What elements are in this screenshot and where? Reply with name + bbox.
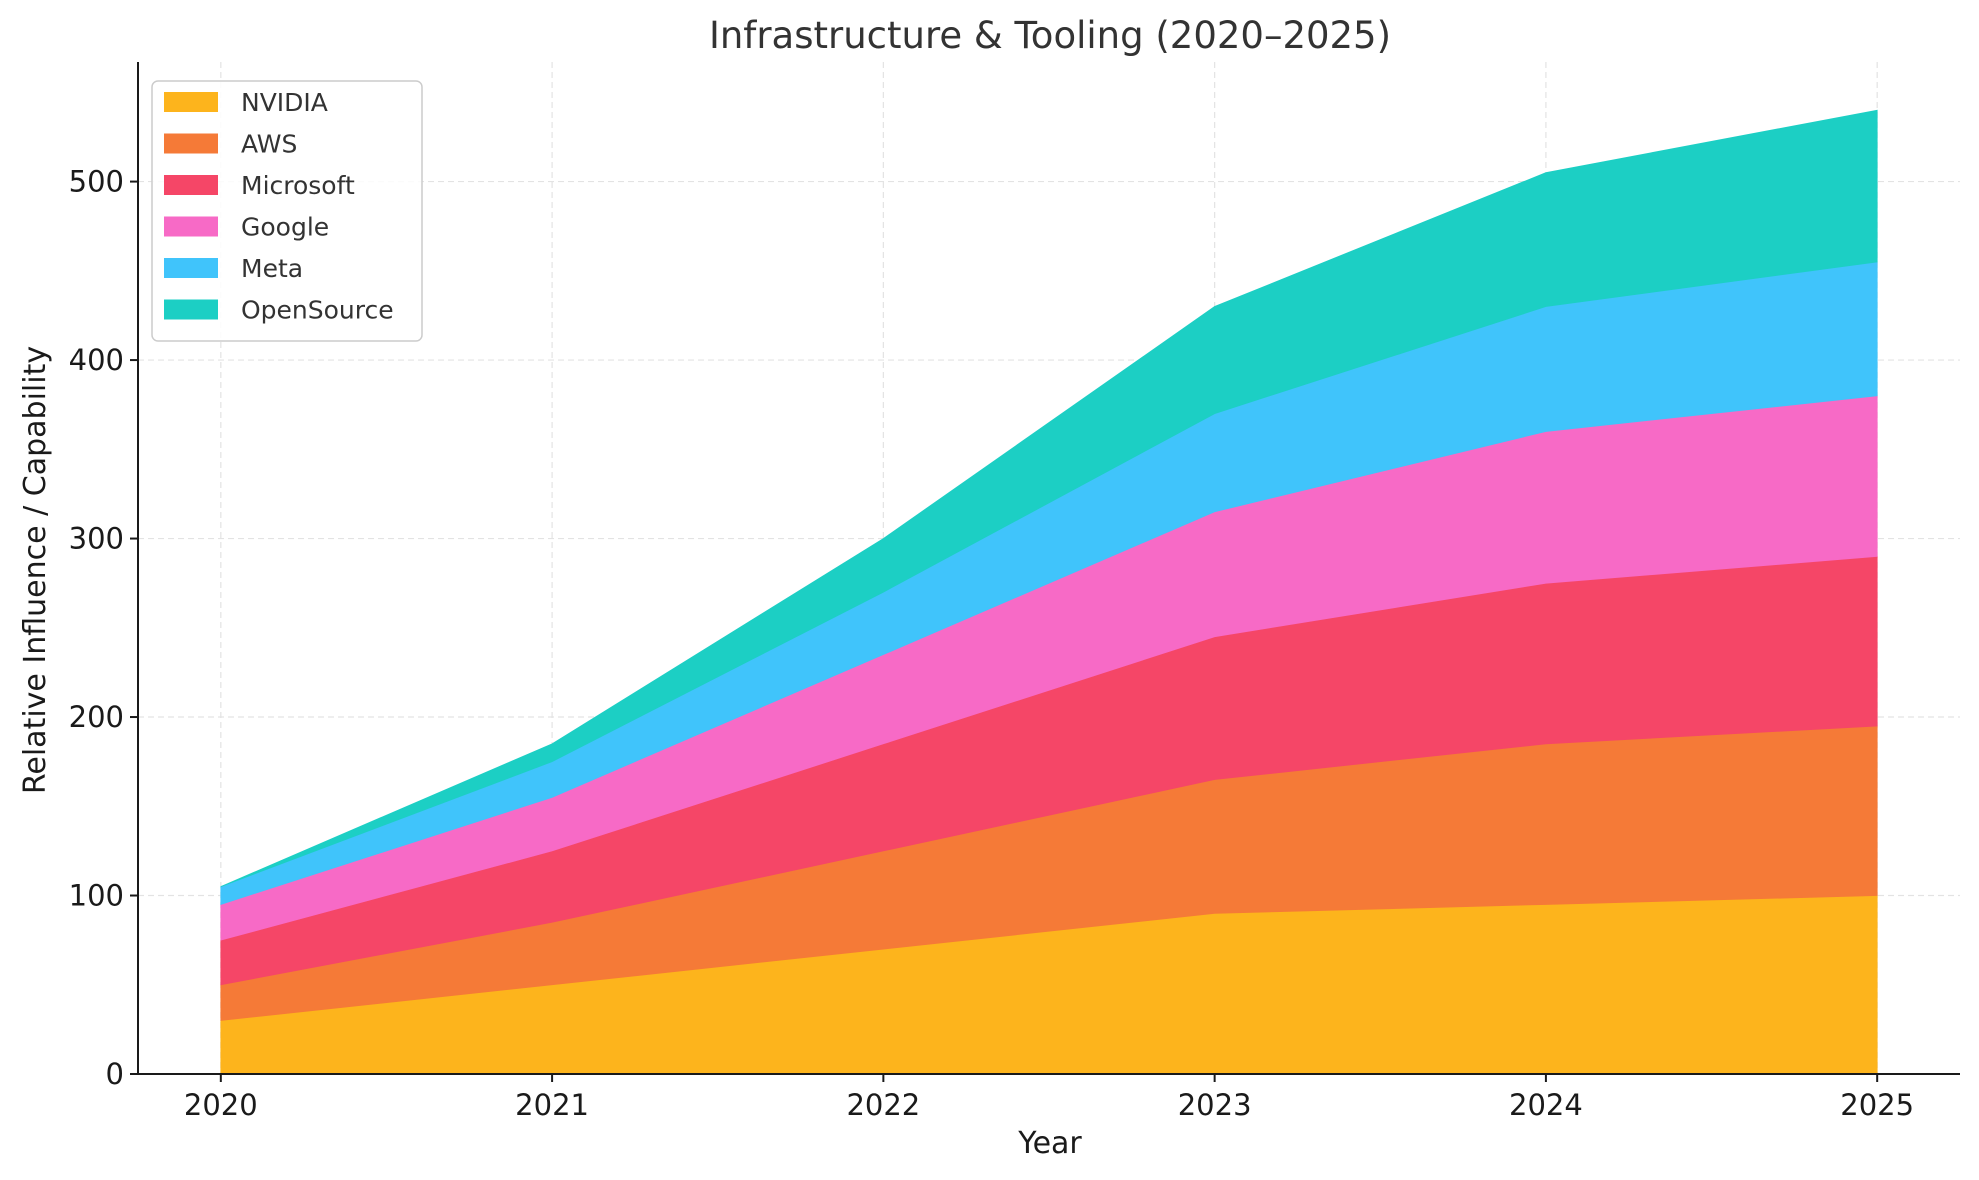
area-opensource	[220, 109, 1878, 887]
legend-swatch-meta	[164, 258, 218, 278]
stacked-areas	[220, 109, 1878, 1075]
legend-label-microsoft: Microsoft	[241, 171, 355, 200]
legend-label-google: Google	[241, 213, 329, 242]
legend-label-nvidia: NVIDIA	[241, 88, 328, 117]
x-tick-label: 2025	[1840, 1088, 1914, 1122]
x-tick-label: 2021	[515, 1088, 589, 1122]
y-tick-label: 100	[69, 879, 124, 913]
legend-swatch-nvidia	[164, 92, 218, 112]
axis-ticks: 0 100 200 300 400 500 2020 2021 2022 2023 2024 2025	[69, 165, 1914, 1122]
legend-swatch-opensource	[164, 299, 218, 320]
legend-label-aws: AWS	[241, 130, 297, 159]
x-tick-label: 2020	[184, 1088, 258, 1122]
legend-label-opensource: OpenSource	[241, 296, 394, 325]
legend-items: NVIDIA AWS Microsoft Google Meta OpenSource	[164, 88, 394, 325]
legend-box	[151, 80, 423, 342]
x-axis-title: Year	[1017, 1126, 1082, 1161]
x-tick-label: 2023	[1178, 1088, 1252, 1122]
legend-swatch-google	[164, 216, 218, 237]
y-tick-label: 0	[106, 1057, 124, 1091]
axes	[137, 62, 1960, 1075]
x-tick-label: 2022	[846, 1088, 920, 1122]
legend: NVIDIA AWS Microsoft Google Meta OpenSource	[151, 80, 423, 342]
y-tick-label: 200	[69, 700, 124, 734]
x-tick-label: 2024	[1509, 1088, 1583, 1122]
y-tick-label: 500	[69, 165, 124, 199]
y-axis-title: Relative Influence / Capability	[18, 346, 53, 794]
legend-swatch-microsoft	[164, 175, 218, 195]
legend-swatch-aws	[164, 133, 218, 154]
chart-title: Infrastructure & Tooling (2020–2025)	[709, 14, 1391, 57]
y-tick-label: 300	[69, 522, 124, 556]
legend-label-meta: Meta	[241, 254, 303, 283]
y-tick-label: 400	[69, 343, 124, 377]
